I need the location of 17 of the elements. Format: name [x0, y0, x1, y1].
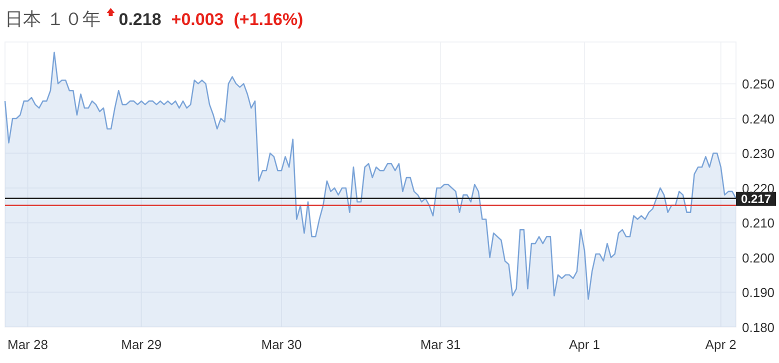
y-tick-label: 0.180 [742, 320, 775, 335]
text: (+1.16%) [234, 10, 304, 29]
x-tick-label: Mar 29 [121, 337, 162, 352]
x-tick-label: Mar 30 [261, 337, 302, 352]
x-tick-label: Apr 2 [705, 337, 736, 352]
text: 0.218 [118, 10, 162, 29]
x-tick-label: Apr 1 [568, 337, 600, 352]
y-tick-label: 0.210 [742, 216, 775, 231]
y-tick-label: 0.250 [742, 76, 775, 92]
chart-title: 日本 １０年 [5, 9, 101, 30]
y-tick-label: 0.240 [742, 111, 775, 126]
y-tick-label: 0.190 [742, 285, 775, 300]
y-tick-label: 0.230 [742, 146, 775, 162]
text: +0.003 [171, 10, 224, 29]
x-tick-label: Mar 31 [420, 337, 461, 352]
x-tick-label: Mar 28 [7, 337, 48, 352]
y-tick-label: 0.200 [742, 250, 775, 266]
